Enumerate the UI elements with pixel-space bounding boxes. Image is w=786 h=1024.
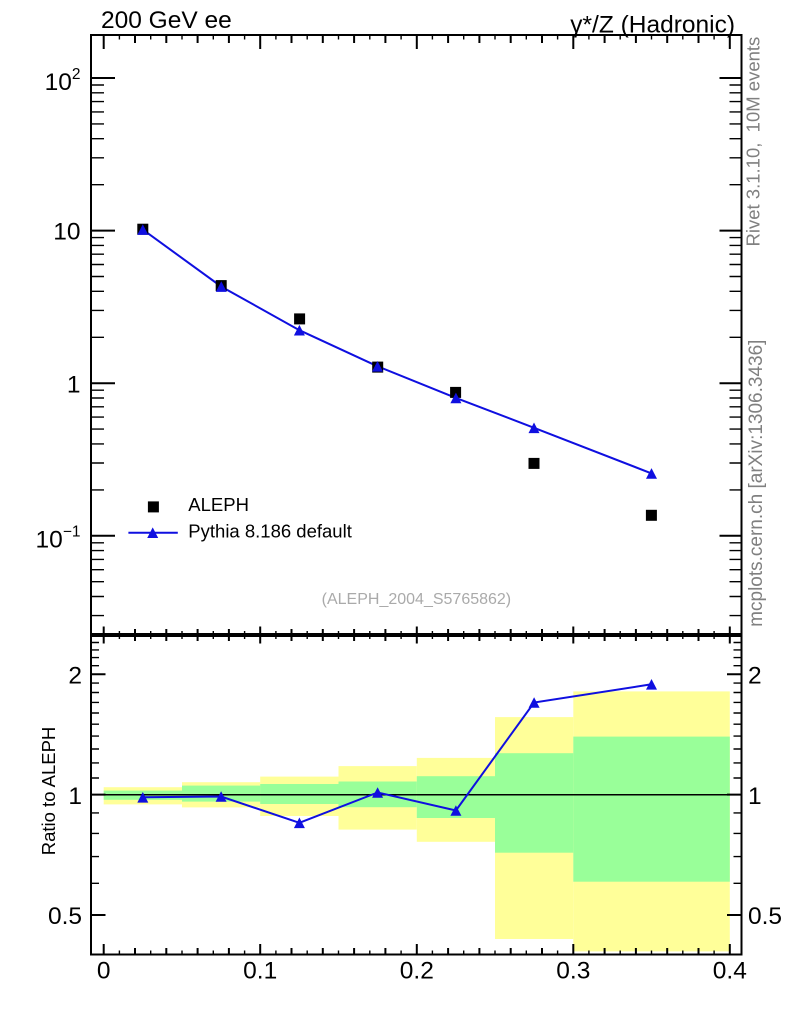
svg-text:1: 1 — [67, 371, 81, 398]
svg-text:(ALEPH_2004_S5765862): (ALEPH_2004_S5765862) — [322, 591, 511, 608]
svg-text:Pythia 8.186 default: Pythia 8.186 default — [188, 521, 352, 542]
svg-text:0.4: 0.4 — [713, 958, 747, 985]
svg-text:Ratio to ALEPH: Ratio to ALEPH — [38, 727, 59, 856]
svg-text:0.3: 0.3 — [556, 958, 590, 985]
svg-text:200 GeV ee: 200 GeV ee — [101, 7, 232, 34]
svg-text:0.5: 0.5 — [48, 903, 82, 930]
svg-text:0.1: 0.1 — [243, 958, 277, 985]
svg-text:1: 1 — [748, 783, 762, 810]
svg-text:0: 0 — [97, 958, 111, 985]
svg-text:0.5: 0.5 — [748, 903, 782, 930]
svg-text:10: 10 — [53, 219, 80, 246]
svg-text:Rivet 3.1.10, 10M events: Rivet 3.1.10, 10M events — [743, 37, 764, 247]
svg-text:1: 1 — [68, 783, 82, 810]
svg-text:γ*/Z (Hadronic): γ*/Z (Hadronic) — [570, 12, 735, 39]
svg-text:10−1: 10−1 — [36, 524, 81, 554]
svg-text:ALEPH: ALEPH — [188, 494, 249, 515]
svg-text:0.2: 0.2 — [400, 958, 434, 985]
svg-text:2: 2 — [68, 662, 82, 689]
svg-text:mcplots.cern.ch [arXiv:1306.34: mcplots.cern.ch [arXiv:1306.3436] — [746, 340, 767, 627]
svg-text:2: 2 — [748, 662, 762, 689]
